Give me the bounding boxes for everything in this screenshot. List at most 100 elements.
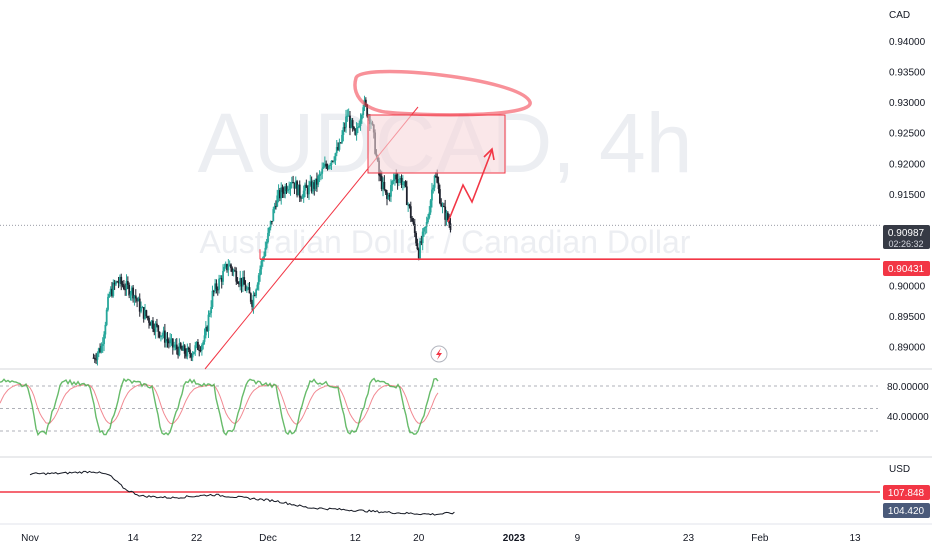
- candle-body: [406, 186, 408, 205]
- candle-body: [169, 340, 171, 343]
- candle-body: [335, 153, 337, 160]
- price-tick-label: 0.93500: [889, 68, 926, 79]
- candle-body: [409, 204, 411, 206]
- candle-body: [391, 181, 393, 185]
- candle-body: [434, 176, 436, 188]
- candle-body: [288, 189, 290, 190]
- support-price-tag[interactable]: 0.90431: [883, 261, 930, 276]
- candle-body: [426, 222, 428, 227]
- candle-body: [267, 233, 269, 242]
- candle-body: [339, 142, 341, 149]
- candle-body: [106, 310, 108, 325]
- candle-body: [329, 165, 331, 166]
- lightning-icon[interactable]: [431, 346, 447, 362]
- candle-body: [176, 345, 178, 350]
- price-tick-label: 0.89500: [889, 312, 926, 323]
- candle-body: [210, 307, 212, 313]
- candle-body: [101, 346, 103, 352]
- candle-body: [193, 352, 195, 354]
- price-tick-label: 0.92500: [889, 129, 926, 140]
- candle-body: [135, 296, 137, 299]
- candle-body: [361, 115, 363, 119]
- time-tick-label: 23: [683, 533, 695, 544]
- price-tick-label: 0.94000: [889, 37, 926, 48]
- candle-body: [123, 285, 125, 289]
- candle-body: [342, 127, 344, 135]
- time-axis[interactable]: Nov 14 22 Dec 12 20 2023 9 23 Feb 13: [21, 533, 861, 544]
- dxy-line: [30, 471, 454, 515]
- candle-body: [180, 343, 182, 348]
- candle-body: [108, 294, 110, 297]
- candle-body: [189, 350, 191, 354]
- candle-body: [212, 291, 214, 307]
- time-tick-label: 20: [413, 533, 425, 544]
- candle-body: [301, 198, 303, 199]
- candle-body: [323, 167, 325, 169]
- candle-body: [432, 188, 434, 190]
- candle-body: [172, 339, 174, 348]
- last-price-tag[interactable]: 0.90987 02:26:32: [883, 225, 930, 249]
- candle-body: [145, 310, 147, 316]
- time-tick-label: Nov: [21, 533, 39, 544]
- candle-body: [192, 354, 194, 357]
- candle-body: [305, 185, 307, 188]
- currency-label: CAD: [889, 10, 910, 21]
- candle-body: [345, 117, 347, 128]
- candle-body: [167, 339, 169, 341]
- candle-body: [94, 358, 96, 359]
- candle-body: [102, 344, 104, 346]
- candle-body: [197, 342, 199, 350]
- candle-body: [218, 279, 220, 290]
- dxy-level-label: 107.848: [888, 488, 925, 499]
- candle-body: [438, 183, 440, 189]
- candle-body: [410, 206, 412, 218]
- candle-body: [188, 348, 190, 350]
- candle-body: [357, 127, 359, 128]
- candle-body: [235, 271, 237, 282]
- candle-body: [390, 185, 392, 197]
- dxy-level-tag[interactable]: 107.848: [883, 485, 930, 500]
- candle-body: [263, 256, 265, 259]
- candle-body: [103, 334, 105, 344]
- candle-body: [272, 209, 274, 221]
- candle-body: [250, 293, 252, 301]
- candle-body: [249, 287, 251, 293]
- candle-body: [255, 290, 257, 296]
- candle-body: [415, 233, 417, 243]
- candle-body: [402, 182, 404, 185]
- price-tick-label: 0.93000: [889, 98, 926, 109]
- candle-body: [282, 187, 284, 192]
- candle-body: [424, 227, 426, 228]
- candle-body: [230, 264, 232, 268]
- candle-body: [237, 282, 239, 284]
- candle-body: [156, 324, 158, 326]
- time-tick-label: 9: [575, 533, 581, 544]
- candle-body: [325, 164, 327, 166]
- candle-body: [290, 184, 292, 189]
- candle-body: [385, 189, 387, 192]
- candle-body: [104, 325, 106, 335]
- candle-body: [127, 281, 129, 285]
- candle-body: [413, 222, 415, 224]
- dxy-last-tag[interactable]: 104.420: [883, 503, 930, 518]
- candle-body: [308, 185, 310, 194]
- dxy-layer: [0, 471, 880, 515]
- candle-body: [436, 176, 438, 182]
- price-tick-label: 0.89000: [889, 343, 926, 354]
- support-price-label: 0.90431: [888, 264, 925, 275]
- candle-body: [417, 243, 419, 249]
- candle-body: [173, 347, 175, 348]
- candle-body: [360, 119, 362, 126]
- candle-body: [243, 277, 245, 284]
- time-tick-label: 2023: [503, 533, 526, 544]
- stoch-tick-label: 40.00000: [887, 412, 929, 423]
- candle-body: [222, 271, 224, 282]
- candle-body: [264, 248, 266, 256]
- candle-body: [140, 308, 142, 312]
- candle-body: [383, 182, 385, 189]
- candle-body: [317, 176, 319, 185]
- stoch-tick-label: 80.00000: [887, 382, 929, 393]
- candle-body: [321, 169, 323, 174]
